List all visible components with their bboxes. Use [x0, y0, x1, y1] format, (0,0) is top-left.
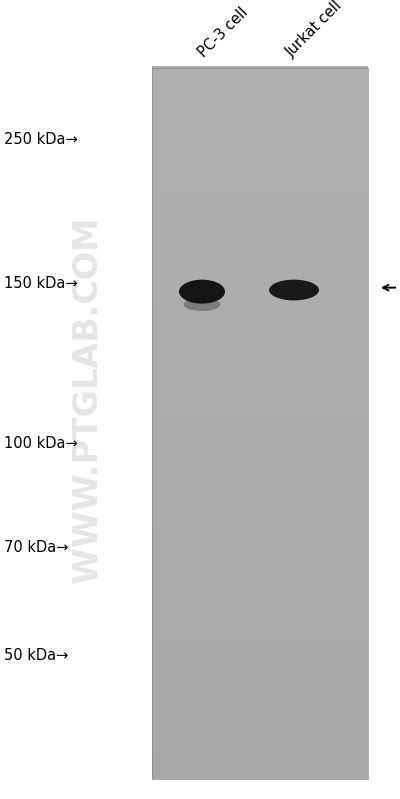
Text: 250 kDa→: 250 kDa→ [4, 133, 78, 147]
Bar [152, 653, 368, 663]
Ellipse shape [184, 298, 220, 311]
Text: 100 kDa→: 100 kDa→ [4, 436, 78, 451]
Bar [152, 413, 368, 423]
Bar [152, 590, 368, 601]
Bar [152, 137, 368, 148]
Bar [152, 333, 368, 344]
Bar [152, 217, 368, 228]
Bar [152, 84, 368, 94]
Bar [152, 457, 368, 468]
Bar [152, 280, 368, 290]
Bar [152, 564, 368, 574]
Bar [152, 582, 368, 592]
Bar [152, 146, 368, 157]
Bar [152, 377, 368, 388]
Ellipse shape [179, 280, 225, 304]
Text: 50 kDa→: 50 kDa→ [4, 648, 68, 662]
Bar [152, 244, 368, 255]
Bar [152, 511, 368, 521]
Bar [152, 360, 368, 370]
Bar [152, 155, 368, 165]
Bar [152, 200, 368, 210]
Bar [152, 573, 368, 583]
Bar [152, 368, 368, 379]
Bar [152, 724, 368, 734]
Bar [152, 635, 368, 646]
Bar [152, 342, 368, 352]
Bar [152, 324, 368, 335]
Bar [152, 689, 368, 699]
Bar [152, 404, 368, 415]
Bar [152, 173, 368, 184]
Bar [152, 262, 368, 272]
Bar [152, 529, 368, 539]
Bar [152, 129, 368, 139]
Bar [152, 475, 368, 486]
Bar [152, 66, 368, 77]
Bar [152, 662, 368, 672]
Bar [152, 288, 368, 299]
Bar [152, 182, 368, 193]
Bar [152, 226, 368, 237]
Bar [152, 396, 368, 406]
Bar [152, 733, 368, 743]
Bar [152, 306, 368, 316]
Ellipse shape [269, 280, 319, 300]
Bar [152, 467, 368, 477]
Bar [152, 253, 368, 264]
Text: 150 kDa→: 150 kDa→ [4, 276, 78, 291]
Bar [152, 101, 368, 113]
Bar [152, 644, 368, 654]
Bar [152, 706, 368, 717]
Bar [152, 386, 368, 397]
Bar [152, 448, 368, 459]
Bar [152, 297, 368, 308]
Bar [152, 715, 368, 725]
Bar [152, 120, 368, 130]
Bar [152, 422, 368, 432]
Bar [152, 439, 368, 450]
Bar [152, 431, 368, 441]
Bar [152, 680, 368, 690]
Bar [152, 741, 368, 753]
Bar [152, 209, 368, 219]
Bar [152, 751, 368, 761]
Bar [152, 68, 368, 779]
Bar [152, 315, 368, 326]
Bar [152, 93, 368, 103]
Bar [152, 769, 368, 779]
Bar [152, 599, 368, 610]
Bar [152, 609, 368, 619]
Text: WWW.PTGLAB.COM: WWW.PTGLAB.COM [72, 217, 104, 582]
Bar [152, 555, 368, 566]
Bar [152, 538, 368, 548]
Bar [152, 760, 368, 770]
Bar [152, 547, 368, 557]
Text: 70 kDa→: 70 kDa→ [4, 540, 68, 555]
Bar [152, 626, 368, 637]
Bar [152, 698, 368, 708]
Bar [152, 502, 368, 512]
Text: Jurkat cell: Jurkat cell [283, 0, 346, 60]
Bar [152, 111, 368, 121]
Bar [152, 519, 368, 531]
Bar [152, 670, 368, 682]
Bar [152, 493, 368, 503]
Bar [152, 75, 368, 85]
Text: PC-3 cell: PC-3 cell [195, 5, 251, 60]
Bar [152, 351, 368, 361]
Bar [152, 235, 368, 246]
Bar [152, 164, 368, 175]
Bar [152, 271, 368, 281]
Bar [152, 618, 368, 628]
Bar [152, 191, 368, 201]
Bar [152, 484, 368, 495]
